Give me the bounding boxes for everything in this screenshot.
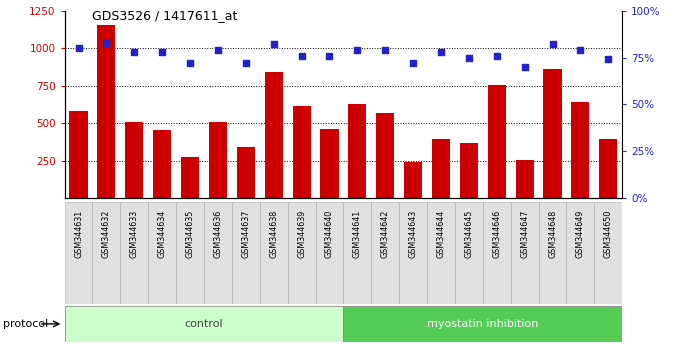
Bar	[265, 72, 283, 198]
Bar	[515, 160, 534, 198]
Bar	[543, 69, 562, 198]
Point	[491, 53, 502, 58]
Point	[185, 60, 196, 66]
Point	[212, 47, 223, 53]
Bar	[316, 202, 343, 304]
Text: GSM344650: GSM344650	[604, 210, 613, 258]
Text: GSM344643: GSM344643	[409, 210, 418, 258]
Text: GSM344631: GSM344631	[74, 210, 83, 258]
Point	[352, 47, 363, 53]
Bar	[594, 202, 622, 304]
Point	[73, 45, 84, 51]
Bar	[237, 147, 255, 198]
Bar	[404, 162, 422, 198]
Text: GSM344645: GSM344645	[464, 210, 473, 258]
Bar	[343, 306, 622, 342]
Bar	[483, 202, 511, 304]
Bar	[181, 157, 199, 198]
Point	[464, 55, 475, 60]
Text: GSM344632: GSM344632	[102, 210, 111, 258]
Bar	[69, 111, 88, 198]
Bar	[97, 25, 116, 198]
Text: GSM344638: GSM344638	[269, 210, 278, 258]
Bar	[376, 113, 394, 198]
Bar	[599, 139, 617, 198]
Bar	[455, 202, 483, 304]
Bar	[427, 202, 455, 304]
Text: GSM344644: GSM344644	[437, 210, 445, 258]
Bar	[488, 85, 506, 198]
Bar	[343, 202, 371, 304]
Point	[363, 55, 374, 61]
Point	[408, 60, 419, 66]
Bar	[65, 306, 343, 342]
Point	[520, 64, 530, 70]
Point	[547, 41, 558, 47]
Bar	[153, 130, 171, 198]
Bar	[148, 202, 176, 304]
Point	[602, 57, 613, 62]
Bar	[348, 104, 367, 198]
Text: GSM344634: GSM344634	[158, 210, 167, 258]
Text: GSM344642: GSM344642	[381, 210, 390, 258]
Point	[269, 41, 279, 47]
Point	[156, 49, 168, 55]
Text: control: control	[185, 319, 223, 329]
Text: GSM344649: GSM344649	[576, 210, 585, 258]
Text: myostatin inhibition: myostatin inhibition	[427, 319, 539, 329]
Bar	[320, 129, 339, 198]
Point	[324, 53, 335, 58]
Bar	[65, 202, 92, 304]
Text: GSM344636: GSM344636	[214, 210, 222, 258]
Text: protocol: protocol	[3, 319, 49, 329]
Point	[101, 40, 112, 45]
Bar	[260, 202, 288, 304]
Point	[241, 60, 252, 66]
Text: GSM344647: GSM344647	[520, 210, 529, 258]
Bar	[120, 202, 148, 304]
Text: GDS3526 / 1417611_at: GDS3526 / 1417611_at	[92, 9, 237, 22]
Point	[435, 49, 446, 55]
Bar	[566, 202, 594, 304]
Bar	[371, 202, 399, 304]
Text: GSM344635: GSM344635	[186, 210, 194, 258]
Point	[129, 49, 140, 55]
Bar	[432, 139, 450, 198]
Bar	[292, 106, 311, 198]
Text: GSM344646: GSM344646	[492, 210, 501, 258]
Bar	[232, 202, 260, 304]
Point	[363, 264, 374, 270]
Text: GSM344640: GSM344640	[325, 210, 334, 258]
Bar	[288, 202, 316, 304]
Bar	[571, 102, 590, 198]
Point	[379, 47, 390, 53]
Bar	[399, 202, 427, 304]
Text: GSM344639: GSM344639	[297, 210, 306, 258]
Text: GSM344637: GSM344637	[241, 210, 250, 258]
Bar	[204, 202, 232, 304]
Bar	[511, 202, 539, 304]
Bar	[125, 122, 143, 198]
Text: GSM344641: GSM344641	[353, 210, 362, 258]
Bar	[176, 202, 204, 304]
Bar	[460, 143, 478, 198]
Text: GSM344633: GSM344633	[130, 210, 139, 258]
Bar	[209, 122, 227, 198]
Point	[296, 53, 307, 58]
Bar	[539, 202, 566, 304]
Text: GSM344648: GSM344648	[548, 210, 557, 258]
Bar	[92, 202, 120, 304]
Point	[575, 47, 586, 53]
